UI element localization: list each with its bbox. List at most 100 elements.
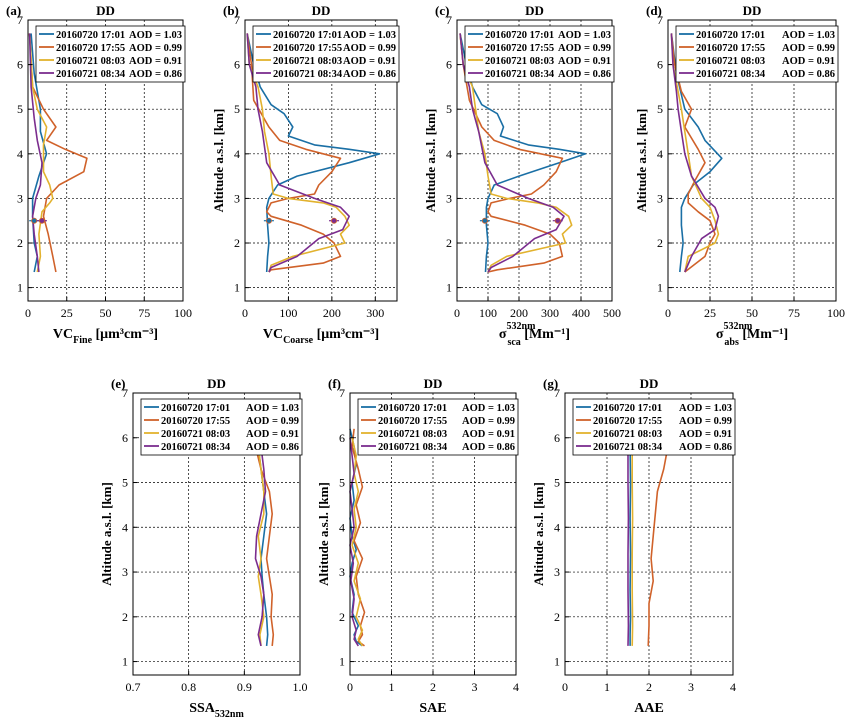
y-tick-label: 6 (17, 58, 23, 72)
legend-entry-aod: AOD = 1.03 (782, 30, 835, 41)
x-tick-label: 500 (603, 306, 621, 320)
x-axis-label: VCFine [μm³cm⁻³] (53, 327, 158, 346)
legend-entry-date: 20160720 17:01 (161, 403, 230, 414)
y-tick-label: 4 (234, 147, 240, 161)
series-line-4 (349, 437, 359, 647)
y-tick-label: 6 (657, 58, 663, 72)
x-tick-label: 200 (323, 306, 341, 320)
x-tick-label: 200 (510, 306, 528, 320)
legend-entry-aod: AOD = 0.91 (246, 429, 299, 440)
legend-box (464, 25, 615, 83)
legend-entry-date: 20160720 17:55 (696, 43, 765, 54)
y-tick-label: 1 (446, 281, 452, 295)
data-marker (265, 217, 272, 224)
series-line-2 (28, 33, 88, 273)
x-axis-label: SSA532nm (189, 701, 244, 720)
x-tick-label: 0 (454, 306, 460, 320)
y-tick-label: 2 (657, 236, 663, 250)
series-line-2 (670, 33, 716, 273)
y-tick-label: 4 (122, 520, 128, 534)
series-line-3 (351, 437, 364, 647)
legend-entry-aod: AOD = 0.91 (679, 429, 732, 440)
x-tick-label: 0.9 (237, 680, 252, 694)
x-axis-label: σ532nm abs [Mm⁻¹] (716, 321, 788, 348)
legend-entry-aod: AOD = 0.91 (129, 56, 182, 67)
y-tick-label: 2 (234, 236, 240, 250)
legend-entry-aod: AOD = 0.86 (129, 69, 182, 80)
panel-title: DD (424, 376, 443, 391)
legend-entry-date: 20160720 17:55 (378, 416, 447, 427)
y-tick-label: 7 (122, 386, 128, 400)
series-line-1 (459, 33, 587, 273)
x-tick-label: 2 (646, 680, 652, 694)
legend-entry-aod: AOD = 0.91 (462, 429, 515, 440)
legend-entry-aod: AOD = 0.86 (343, 69, 396, 80)
series-line-3 (459, 33, 573, 273)
panel-label: (g) (543, 376, 558, 391)
legend-entry-aod: AOD = 1.03 (558, 30, 611, 41)
y-axis-label: Altitude a.s.l. [km] (634, 109, 649, 213)
legend-entry-aod: AOD = 0.99 (129, 43, 182, 54)
x-tick-label: 400 (572, 306, 590, 320)
axes-frame (132, 392, 301, 676)
x-tick-label: 100 (279, 306, 297, 320)
legend-entry-aod: AOD = 1.03 (129, 30, 182, 41)
y-tick-label: 5 (446, 102, 452, 116)
legend-box (35, 25, 186, 83)
y-tick-label: 6 (339, 431, 345, 445)
panel-label: (e) (111, 376, 125, 391)
y-tick-label: 3 (554, 565, 560, 579)
series-line-3 (257, 446, 265, 646)
series-line-2 (647, 446, 669, 646)
legend-entry-aod: AOD = 0.99 (558, 43, 611, 54)
y-tick-label: 3 (234, 191, 240, 205)
y-tick-label: 1 (657, 281, 663, 295)
legend-entry-date: 20160721 08:03 (378, 429, 447, 440)
x-axis-label: AAE (634, 701, 664, 716)
axes-frame (244, 19, 398, 302)
legend-entry-date: 20160721 08:34 (593, 442, 663, 453)
x-tick-label: 50 (746, 306, 758, 320)
x-tick-label: 300 (366, 306, 384, 320)
x-axis-label: σ532nm sca [Mm⁻¹] (499, 321, 570, 348)
y-tick-label: 4 (339, 520, 345, 534)
legend-entry-date: 20160720 17:01 (593, 403, 662, 414)
legend-entry-aod: AOD = 0.99 (343, 43, 396, 54)
data-marker (331, 217, 338, 224)
x-tick-label: 0 (665, 306, 671, 320)
y-tick-label: 7 (234, 13, 240, 27)
x-tick-label: 3 (472, 680, 478, 694)
x-tick-label: 0.8 (181, 680, 196, 694)
legend-entry-aod: AOD = 0.86 (246, 442, 299, 453)
legend-entry-date: 20160721 08:34 (273, 69, 343, 80)
x-axis-label: SAE (419, 701, 446, 716)
legend-entry-date: 20160720 17:55 (161, 416, 230, 427)
x-tick-label: 0 (242, 306, 248, 320)
legend-entry-date: 20160721 08:34 (378, 442, 448, 453)
legend-entry-aod: AOD = 1.03 (343, 30, 396, 41)
y-tick-label: 2 (122, 610, 128, 624)
legend-entry-aod: AOD = 0.86 (679, 442, 732, 453)
series-line-3 (28, 33, 54, 273)
legend-entry-date: 20160721 08:34 (161, 442, 231, 453)
x-tick-label: 75 (788, 306, 800, 320)
y-tick-label: 6 (446, 58, 452, 72)
x-tick-label: 25 (704, 306, 716, 320)
legend-entry-date: 20160720 17:01 (485, 30, 554, 41)
series-line-4 (670, 33, 720, 273)
legend-entry-aod: AOD = 0.91 (558, 56, 611, 67)
legend-box (140, 398, 303, 456)
legend-entry-aod: AOD = 0.86 (558, 69, 611, 80)
series-line-1 (246, 33, 381, 273)
x-tick-label: 4 (513, 680, 519, 694)
legend-box (572, 398, 736, 456)
x-tick-label: 0 (562, 680, 568, 694)
legend-entry-date: 20160720 17:55 (593, 416, 662, 427)
y-axis-label: Altitude a.s.l. [km] (316, 482, 331, 586)
x-tick-label: 1 (604, 680, 610, 694)
x-tick-label: 25 (61, 306, 73, 320)
panel-title: DD (312, 3, 331, 18)
y-tick-label: 7 (446, 13, 452, 27)
